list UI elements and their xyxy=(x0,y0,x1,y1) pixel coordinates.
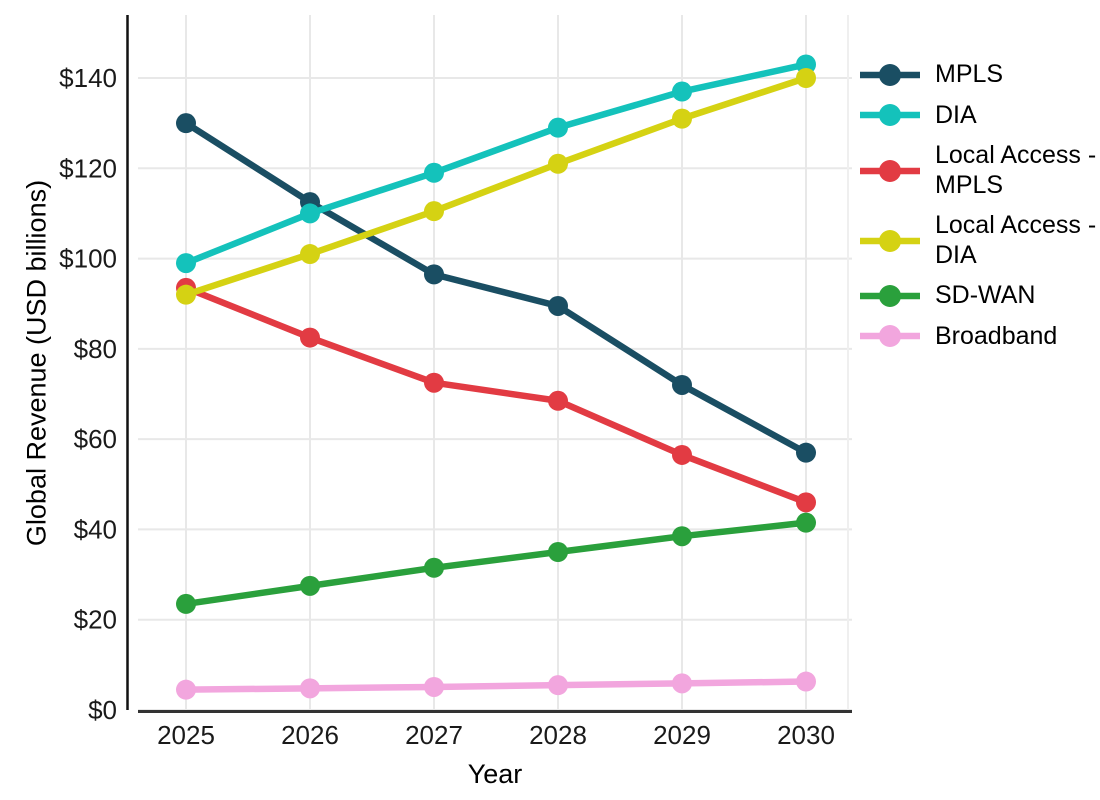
legend-item-mpls: MPLS xyxy=(858,60,1100,90)
series-point-broadband xyxy=(796,671,816,692)
legend-marker-icon xyxy=(860,159,920,182)
y-tick-label: $20 xyxy=(74,605,117,635)
series-line-mpls xyxy=(182,119,810,456)
series-point-local-access-mpls xyxy=(300,327,320,348)
series-point-mpls xyxy=(548,295,568,316)
y-tick-label: $120 xyxy=(59,153,117,183)
series-point-broadband xyxy=(672,673,692,694)
series-point-local-access-dia xyxy=(300,244,320,265)
series-point-broadband xyxy=(300,678,320,699)
x-tick-label: 2030 xyxy=(777,720,835,750)
series-point-local-access-dia xyxy=(672,108,692,129)
series-point-dia xyxy=(672,81,692,102)
series-point-sd-wan xyxy=(796,512,816,533)
series-point-local-access-mpls xyxy=(424,372,444,393)
y-tick-label: $80 xyxy=(74,334,117,364)
series-line-local-access-mpls xyxy=(182,284,810,506)
legend-marker-dot xyxy=(879,229,901,252)
series-point-mpls xyxy=(424,264,444,285)
y-tick-label: $60 xyxy=(74,424,117,454)
legend-marker-icon xyxy=(860,63,920,86)
y-tick-label: $140 xyxy=(59,63,117,93)
legend-item-dia: DIA xyxy=(858,101,1100,131)
legend-label: Local Access - DIA xyxy=(935,211,1097,269)
series-point-broadband xyxy=(548,675,568,696)
series-point-broadband xyxy=(424,676,444,697)
legend-label: Local Access - MPLS xyxy=(935,141,1097,199)
legend-item-sd-wan: SD-WAN xyxy=(858,281,1100,311)
legend-marker-dot xyxy=(879,159,901,182)
legend-marker-icon xyxy=(860,104,920,127)
legend-marker-icon xyxy=(860,325,920,348)
x-tick-label: 2028 xyxy=(529,720,587,750)
series-point-sd-wan xyxy=(424,557,444,578)
series-line-sd-wan xyxy=(182,519,810,608)
series-point-local-access-dia xyxy=(424,201,444,222)
series-point-mpls xyxy=(176,113,196,134)
series-line-broadband xyxy=(182,678,810,693)
legend-marker-dot xyxy=(879,284,901,307)
series-point-local-access-mpls xyxy=(672,444,692,465)
series-point-broadband xyxy=(176,679,196,700)
series-point-sd-wan xyxy=(672,526,692,547)
series-point-local-access-dia xyxy=(796,68,816,88)
legend-label: MPLS xyxy=(935,60,1004,88)
legend-label: Broadband xyxy=(935,321,1058,350)
y-tick-label: $100 xyxy=(59,244,117,274)
series-point-sd-wan xyxy=(548,542,568,562)
legend-label: DIA xyxy=(935,100,977,129)
series-point-dia xyxy=(548,117,568,138)
legend-marker-dot xyxy=(879,63,901,86)
legend-item-broadband: Broadband xyxy=(858,322,1100,352)
series-point-local-access-mpls xyxy=(796,492,816,513)
x-tick-label: 2026 xyxy=(281,720,339,750)
legend-label: SD-WAN xyxy=(935,281,1036,309)
x-tick-label: 2025 xyxy=(157,720,215,750)
legend-item-local-access-dia: Local Access - DIA xyxy=(858,211,1100,270)
series-line-dia xyxy=(182,61,810,267)
x-tick-label: 2029 xyxy=(653,720,711,750)
legend-marker-dot xyxy=(879,104,901,127)
series-point-dia xyxy=(424,162,444,183)
series-point-sd-wan xyxy=(300,575,320,596)
legend-item-local-access-mpls: Local Access - MPLS xyxy=(858,141,1100,200)
series-point-mpls xyxy=(796,442,816,463)
series-point-local-access-dia xyxy=(548,153,568,174)
series-point-mpls xyxy=(672,374,692,395)
series-point-local-access-dia xyxy=(176,284,196,305)
y-axis-title: Global Revenue (USD billions) xyxy=(21,179,52,547)
series-point-dia xyxy=(176,253,196,274)
legend-marker-dot xyxy=(879,325,901,348)
y-tick-label: $0 xyxy=(88,695,117,725)
series-line-local-access-dia xyxy=(182,74,810,298)
series-point-local-access-mpls xyxy=(548,390,568,411)
x-tick-label: 2027 xyxy=(405,720,463,750)
legend-marker-icon xyxy=(860,229,920,252)
series-point-dia xyxy=(300,203,320,224)
legend-marker-icon xyxy=(860,284,920,307)
y-tick-label: $40 xyxy=(74,514,117,544)
legend: MPLS DIA Local Access - MPLS Local Access -… xyxy=(858,60,1100,351)
x-axis-title: Year xyxy=(467,759,523,789)
series-point-sd-wan xyxy=(176,593,196,614)
